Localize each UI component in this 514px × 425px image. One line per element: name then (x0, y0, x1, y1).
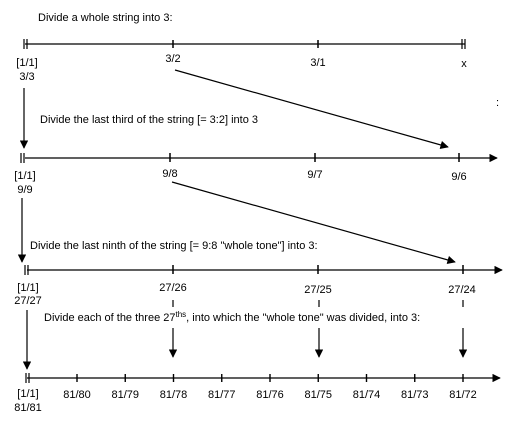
line-4-start-bottom: 81/81 (14, 402, 42, 414)
caption-3: Divide the last ninth of the string [= 9… (30, 240, 318, 252)
caption-2: Divide the last third of the string [= 3… (40, 114, 258, 126)
line-4-tick-label: 81/76 (256, 389, 284, 401)
line-1-label-end: x (461, 58, 467, 70)
line-2-label-p1: 9/8 (162, 168, 177, 180)
line-4-tick-label: 81/74 (353, 389, 381, 401)
line-4-tick-label: 81/75 (304, 389, 332, 401)
line-3-start-barline (24, 265, 29, 275)
line-2-label-p2: 9/7 (307, 169, 322, 181)
line-1-start-top: [1/1] (16, 57, 37, 69)
caption-4: Divide each of the three 27ths, into whi… (44, 310, 420, 324)
line-1-label-p1: 3/2 (165, 53, 180, 65)
line-4-tick-label: 81/79 (111, 389, 139, 401)
line-3-label-p2: 27/25 (304, 284, 332, 296)
line-4-tick-label: 81/80 (63, 389, 91, 401)
line-2-label-end: 9/6 (451, 171, 466, 183)
line-2-start-top: [1/1] (14, 170, 35, 182)
line-4-tick-label: 81/72 (449, 389, 477, 401)
line-3-start-top: [1/1] (17, 282, 38, 294)
stray-colon: : (496, 97, 499, 109)
line-4-tick-label: 81/73 (401, 389, 429, 401)
caption-4-post: , into which the "whole tone" was divide… (186, 312, 420, 324)
line-4-start-top: [1/1] (17, 388, 38, 400)
arrow-diagonal-1 (174, 69, 449, 149)
arrow-diagonal-2 (171, 181, 456, 264)
line-2-start-bottom: 9/9 (17, 184, 32, 196)
line-1-start-barline (23, 39, 28, 49)
line-3-label-end: 27/24 (448, 284, 476, 296)
caption-4-sup: ths (175, 310, 186, 319)
line-2-start-barline (20, 153, 25, 163)
line-4-tick-label: 81/78 (160, 389, 188, 401)
line-4-ticks: 81/80 81/79 81/78 81/77 81/76 81/75 81/74 81/73… (63, 374, 477, 401)
caption-1: Divide a whole string into 3: (38, 12, 173, 24)
line-1-start-bottom: 3/3 (19, 71, 34, 83)
line-3-start-bottom: 27/27 (14, 295, 42, 307)
line-1-label-p2: 3/1 (310, 57, 325, 69)
line-3-label-p1: 27/26 (159, 282, 187, 294)
caption-4-pre: Divide each of the three 27 (44, 312, 175, 324)
line-4-tick-label: 81/77 (208, 389, 236, 401)
line-4-start-barline (25, 373, 30, 383)
line-1-end-barline (461, 39, 466, 49)
